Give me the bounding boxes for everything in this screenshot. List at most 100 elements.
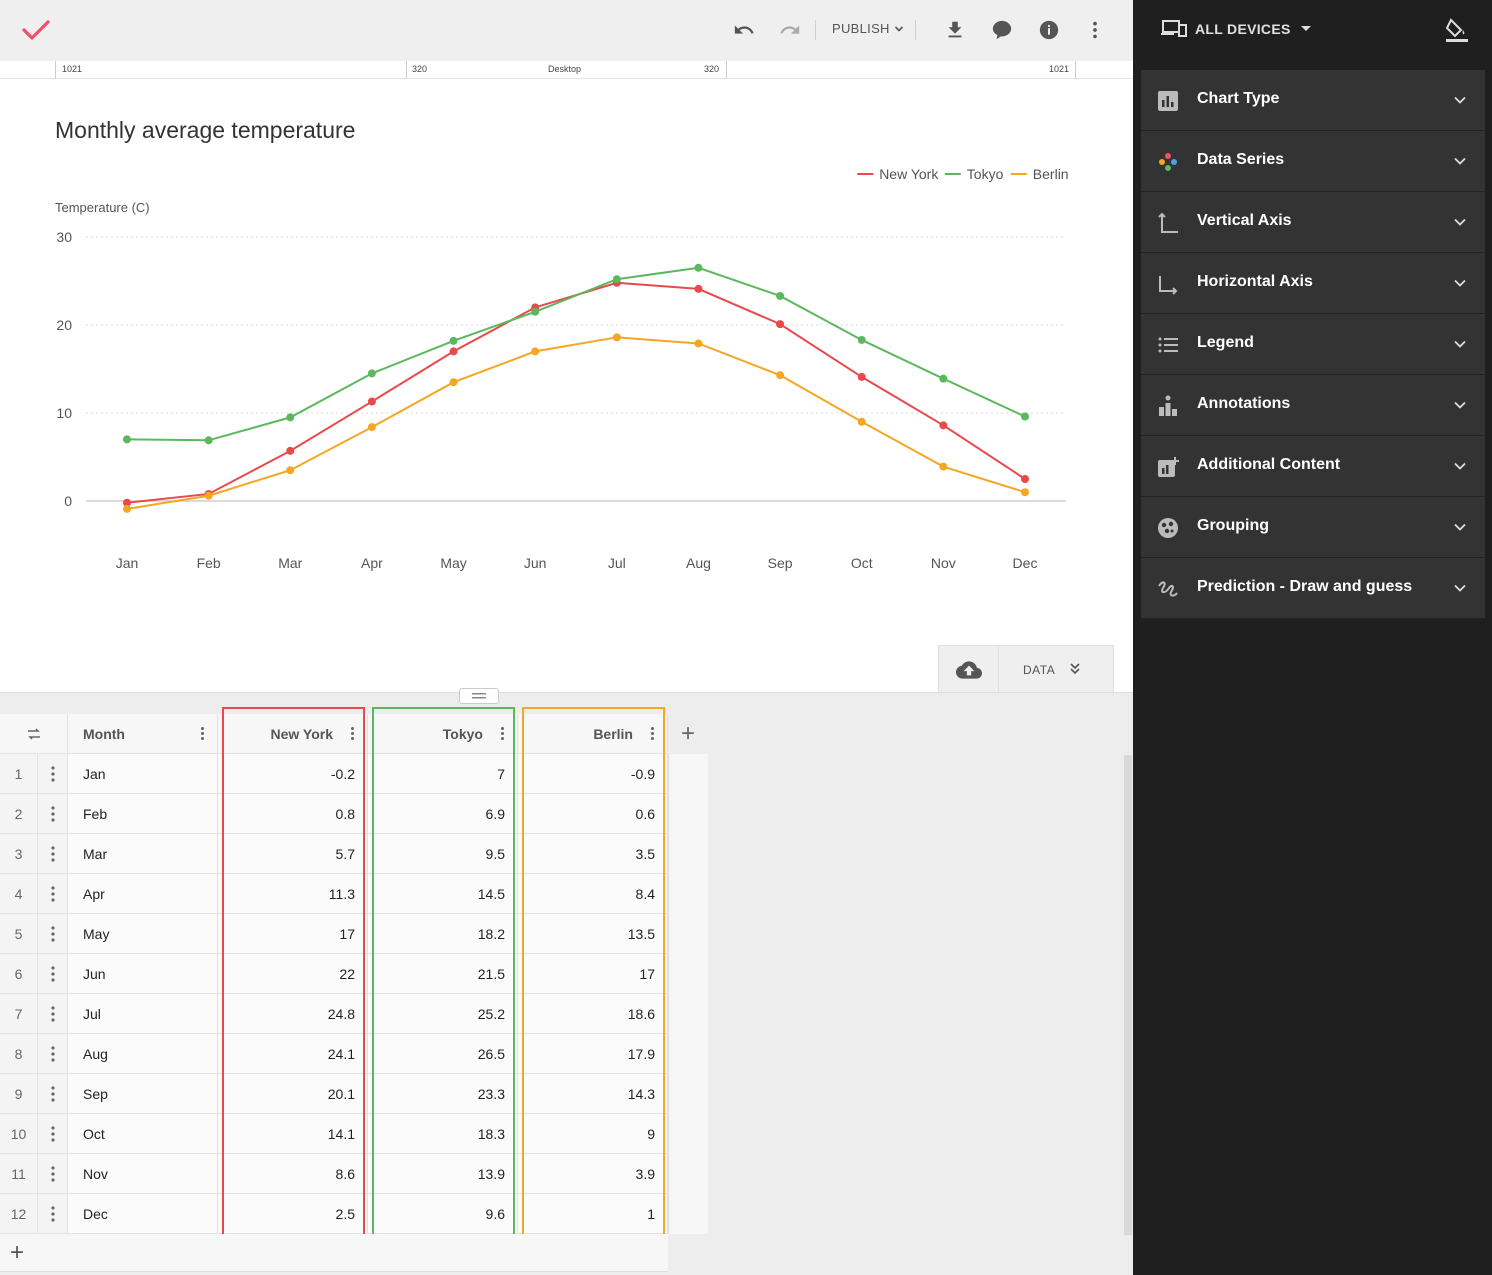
- table-cell[interactable]: 17.9: [518, 1034, 668, 1074]
- comment-icon[interactable]: [988, 16, 1016, 44]
- table-cell[interactable]: 13.9: [368, 1154, 518, 1194]
- table-cell[interactable]: 9: [518, 1114, 668, 1154]
- table-cell[interactable]: 8.6: [218, 1154, 368, 1194]
- cloud-upload-icon[interactable]: [939, 646, 999, 693]
- row-menu-icon[interactable]: [38, 1034, 68, 1074]
- x-tick-label: Mar: [278, 555, 302, 571]
- table-cell[interactable]: 7: [368, 754, 518, 794]
- table-cell[interactable]: -0.2: [218, 754, 368, 794]
- table-cell[interactable]: 1: [518, 1194, 668, 1234]
- table-cell[interactable]: 8.4: [518, 874, 668, 914]
- table-cell[interactable]: 17: [218, 914, 368, 954]
- accordion-item-additional-content[interactable]: Additional Content: [1141, 436, 1485, 497]
- devices-dropdown[interactable]: ALL DEVICES: [1161, 18, 1313, 40]
- table-cell[interactable]: May: [68, 914, 218, 954]
- column-header[interactable]: Berlin: [518, 714, 668, 754]
- table-cell[interactable]: Sep: [68, 1074, 218, 1114]
- table-cell[interactable]: 0.8: [218, 794, 368, 834]
- column-menu-icon[interactable]: [201, 726, 205, 742]
- table-cell[interactable]: 2.5: [218, 1194, 368, 1234]
- publish-button[interactable]: PUBLISH: [832, 21, 904, 36]
- accordion-item-annotations[interactable]: Annotations: [1141, 375, 1485, 436]
- table-cell[interactable]: Jan: [68, 754, 218, 794]
- table-cell[interactable]: 11.3: [218, 874, 368, 914]
- row-menu-icon[interactable]: [38, 914, 68, 954]
- table-cell[interactable]: 18.2: [368, 914, 518, 954]
- ruler-label: 1021: [1049, 64, 1070, 74]
- column-header[interactable]: Month: [68, 714, 218, 754]
- row-menu-icon[interactable]: [38, 754, 68, 794]
- resize-handle[interactable]: [459, 688, 499, 704]
- table-cell[interactable]: 9.5: [368, 834, 518, 874]
- row-menu-icon[interactable]: [38, 1114, 68, 1154]
- table-cell[interactable]: 23.3: [368, 1074, 518, 1114]
- table-cell[interactable]: 0.6: [518, 794, 668, 834]
- accordion-item-legend[interactable]: Legend: [1141, 314, 1485, 375]
- table-cell[interactable]: -0.9: [518, 754, 668, 794]
- table-cell[interactable]: 3.5: [518, 834, 668, 874]
- redo-icon[interactable]: [776, 16, 804, 44]
- data-point: [776, 291, 785, 300]
- chevron-down-icon: [1454, 96, 1466, 104]
- x-tick-label: Feb: [197, 555, 221, 571]
- table-cell[interactable]: 24.1: [218, 1034, 368, 1074]
- add-row-button[interactable]: +: [10, 1239, 25, 1266]
- transpose-button[interactable]: [0, 714, 68, 754]
- column-menu-icon[interactable]: [501, 726, 505, 742]
- checkmark-icon[interactable]: [20, 14, 52, 46]
- table-cell[interactable]: Dec: [68, 1194, 218, 1234]
- row-menu-icon[interactable]: [38, 1074, 68, 1114]
- vertical-scrollbar[interactable]: [1124, 755, 1132, 1235]
- data-point: [939, 374, 948, 383]
- row-menu-icon[interactable]: [38, 834, 68, 874]
- table-cell[interactable]: Jul: [68, 994, 218, 1034]
- table-cell[interactable]: 14.3: [518, 1074, 668, 1114]
- table-cell[interactable]: 3.9: [518, 1154, 668, 1194]
- row-menu-icon[interactable]: [38, 794, 68, 834]
- table-cell[interactable]: 20.1: [218, 1074, 368, 1114]
- table-cell[interactable]: Jun: [68, 954, 218, 994]
- row-menu-icon[interactable]: [38, 1154, 68, 1194]
- table-cell[interactable]: 18.3: [368, 1114, 518, 1154]
- add-column-button[interactable]: +: [680, 720, 695, 747]
- download-icon[interactable]: [941, 16, 969, 44]
- table-cell[interactable]: 13.5: [518, 914, 668, 954]
- accordion-item-grouping[interactable]: Grouping: [1141, 497, 1485, 558]
- table-cell[interactable]: 22: [218, 954, 368, 994]
- table-cell[interactable]: 5.7: [218, 834, 368, 874]
- row-menu-icon[interactable]: [38, 954, 68, 994]
- table-cell[interactable]: 6.9: [368, 794, 518, 834]
- table-cell[interactable]: Feb: [68, 794, 218, 834]
- table-cell[interactable]: Nov: [68, 1154, 218, 1194]
- table-cell[interactable]: 14.1: [218, 1114, 368, 1154]
- column-menu-icon[interactable]: [351, 726, 355, 742]
- column-header[interactable]: New York: [218, 714, 368, 754]
- table-cell[interactable]: Mar: [68, 834, 218, 874]
- column-menu-icon[interactable]: [651, 726, 655, 742]
- more-vert-icon[interactable]: [1081, 16, 1109, 44]
- table-cell[interactable]: 9.6: [368, 1194, 518, 1234]
- table-cell[interactable]: 14.5: [368, 874, 518, 914]
- table-cell[interactable]: 25.2: [368, 994, 518, 1034]
- table-cell[interactable]: 24.8: [218, 994, 368, 1034]
- accordion-item-vertical-axis[interactable]: Vertical Axis: [1141, 192, 1485, 253]
- column-header[interactable]: Tokyo: [368, 714, 518, 754]
- table-cell[interactable]: Aug: [68, 1034, 218, 1074]
- accordion-item-data-series[interactable]: Data Series: [1141, 131, 1485, 192]
- table-cell[interactable]: 18.6: [518, 994, 668, 1034]
- row-menu-icon[interactable]: [38, 874, 68, 914]
- table-cell[interactable]: 17: [518, 954, 668, 994]
- paint-bucket-icon[interactable]: [1443, 16, 1471, 44]
- table-cell[interactable]: 21.5: [368, 954, 518, 994]
- table-cell[interactable]: Apr: [68, 874, 218, 914]
- accordion-item-chart-type[interactable]: Chart Type: [1141, 70, 1485, 131]
- row-menu-icon[interactable]: [38, 994, 68, 1034]
- data-tab[interactable]: DATA: [938, 645, 1114, 693]
- row-menu-icon[interactable]: [38, 1194, 68, 1234]
- info-icon[interactable]: [1035, 16, 1063, 44]
- table-cell[interactable]: Oct: [68, 1114, 218, 1154]
- accordion-item-prediction-draw-and-guess[interactable]: Prediction - Draw and guess: [1141, 558, 1485, 619]
- accordion-item-horizontal-axis[interactable]: Horizontal Axis: [1141, 253, 1485, 314]
- table-cell[interactable]: 26.5: [368, 1034, 518, 1074]
- undo-icon[interactable]: [730, 16, 758, 44]
